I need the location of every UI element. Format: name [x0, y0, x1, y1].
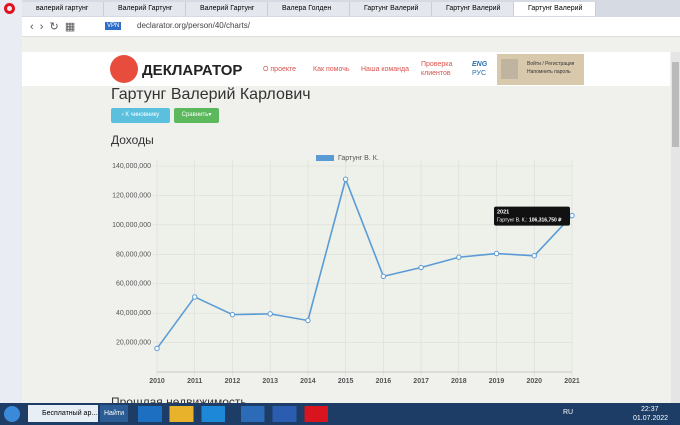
- browser-tab[interactable]: Гартунг Валерий: [514, 2, 596, 16]
- nav-link[interactable]: О проекте: [263, 66, 297, 73]
- scrollbar[interactable]: [671, 52, 680, 403]
- data-point: [267, 311, 273, 317]
- nav-link[interactable]: Наша команда: [361, 66, 409, 73]
- data-point: [192, 294, 198, 300]
- logo-text[interactable]: ДЕКЛАРАТОР: [142, 62, 243, 79]
- y-tick-label: 120,000,000: [112, 192, 151, 199]
- x-tick-label: 2014: [300, 378, 316, 385]
- browser-tab[interactable]: Валерий Гартунг: [104, 2, 186, 16]
- browser-tab[interactable]: валерий гартунг: [22, 2, 104, 16]
- browser-tab[interactable]: Валера Голден: [268, 2, 350, 16]
- browser-tab[interactable]: Гартунг Валерий: [432, 2, 514, 16]
- legend-label: Гартунг В. К.: [338, 155, 379, 162]
- x-tick-label: 2011: [187, 378, 202, 385]
- y-tick-label: 60,000,000: [116, 281, 151, 288]
- button-label: Сравнить: [181, 112, 209, 118]
- x-tick-label: 2020: [526, 378, 542, 385]
- tooltip-value: 106,316,750 ₽: [529, 218, 562, 224]
- data-point: [569, 212, 575, 219]
- search-button[interactable]: Найти: [100, 405, 128, 422]
- taskbar-app[interactable]: Бесплатный ар...: [28, 405, 98, 422]
- lang-link[interactable]: ENG: [472, 61, 488, 68]
- remind-link[interactable]: Напомнить пароль: [527, 69, 571, 75]
- data-point: [380, 273, 387, 280]
- x-tick-label: 2016: [376, 378, 392, 385]
- browser-tab[interactable]: Гартунг Валерий: [350, 2, 432, 16]
- page-title: Гартунг Валерий Карлович: [111, 86, 311, 103]
- nav-buttons[interactable]: ‹ › ↻ ▦: [30, 21, 76, 33]
- x-tick-label: 2019: [489, 378, 505, 385]
- nav-link[interactable]: клиентов: [421, 70, 451, 77]
- logo-icon[interactable]: [110, 55, 138, 83]
- x-tick-label: 2013: [262, 378, 278, 385]
- y-tick-label: 40,000,000: [116, 310, 151, 317]
- x-tick-label: 2017: [413, 378, 429, 385]
- start-button[interactable]: [4, 406, 20, 422]
- sidebar: [0, 0, 22, 403]
- taskbar-icons[interactable]: [138, 406, 336, 422]
- browser-tab[interactable]: Валерий Гартунг: [186, 2, 268, 16]
- button-label: К чиновнику: [125, 112, 160, 118]
- data-point: [342, 176, 349, 182]
- address-bar: [22, 17, 680, 37]
- vpn-badge[interactable]: VPN: [105, 22, 122, 30]
- x-tick-label: 2010: [149, 378, 165, 385]
- data-point: [531, 253, 537, 259]
- url[interactable]: declarator.org/person/40/charts/: [137, 21, 250, 30]
- input-lang[interactable]: RU: [563, 409, 574, 416]
- data-point: [229, 311, 236, 318]
- x-tick-label: 2018: [451, 378, 467, 385]
- section-heading: Доходы: [111, 133, 154, 147]
- compare-button[interactable]: Сравнить▾: [174, 108, 219, 123]
- y-tick-label: 80,000,000: [116, 251, 151, 258]
- y-tick-label: 20,000,000: [116, 340, 151, 347]
- data-point: [305, 317, 311, 324]
- data-point: [418, 264, 424, 271]
- legend-swatch: [316, 155, 334, 161]
- tooltip-title: 2021: [497, 210, 509, 216]
- data-point: [154, 345, 160, 352]
- nav-link[interactable]: Проверка: [421, 61, 453, 68]
- y-tick-label: 140,000,000: [112, 163, 151, 170]
- login-link[interactable]: Войти / Регистрация: [527, 61, 575, 67]
- x-tick-label: 2021: [564, 378, 580, 385]
- opera-logo[interactable]: [4, 3, 15, 14]
- series-line: [156, 176, 573, 349]
- plot-area: [157, 160, 572, 372]
- data-point: [456, 254, 462, 260]
- lang-link[interactable]: РУС: [472, 70, 487, 77]
- x-tick-label: 2015: [338, 378, 354, 385]
- tooltip-box: [494, 206, 570, 226]
- clock-time[interactable]: 22:37: [641, 406, 659, 413]
- data-point: [493, 250, 500, 257]
- x-tick-label: 2012: [225, 378, 241, 385]
- clock-date[interactable]: 01.07.2022: [633, 415, 669, 422]
- tooltip-series: Гартунг В. К.:: [497, 218, 528, 224]
- nav-link[interactable]: Как помочь: [313, 66, 350, 73]
- back-button[interactable]: ‹ К чиновнику: [111, 108, 170, 123]
- avatar: [501, 59, 518, 79]
- y-tick-label: 100,000,000: [112, 222, 151, 229]
